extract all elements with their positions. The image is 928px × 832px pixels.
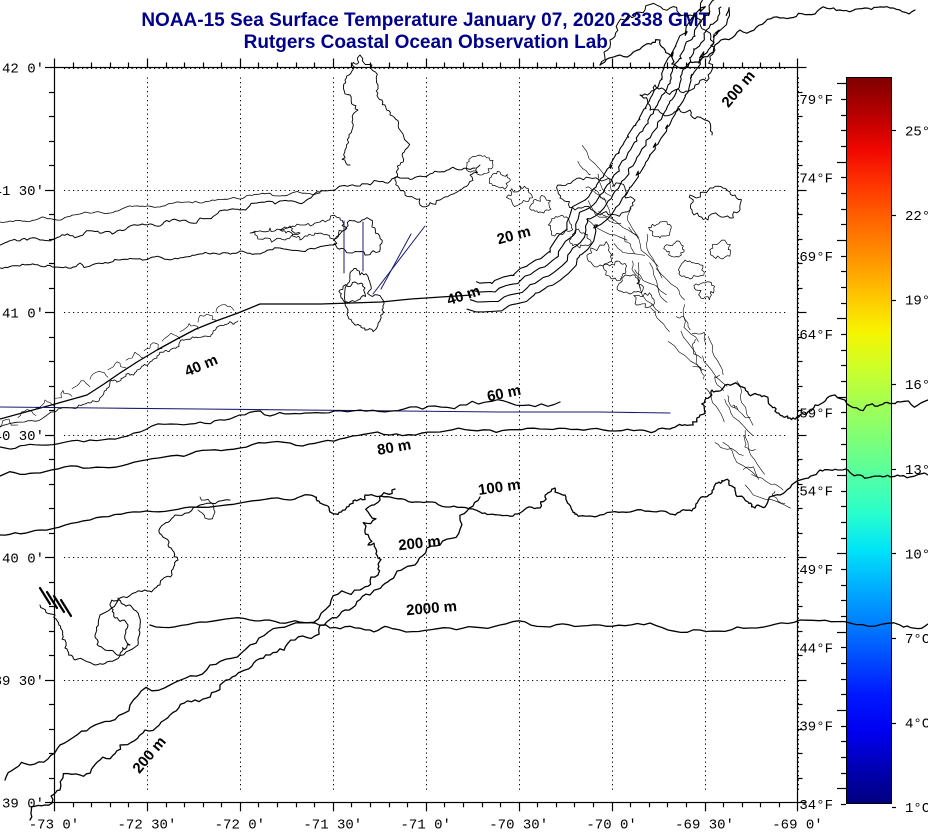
svg-text:42 0': 42 0' <box>2 62 44 78</box>
svg-text:16°C: 16°C <box>905 378 928 394</box>
svg-text:34°F: 34°F <box>799 798 833 814</box>
svg-text:59°F: 59°F <box>799 406 833 422</box>
svg-text:-69 30': -69 30' <box>675 817 734 832</box>
svg-text:60 m: 60 m <box>486 382 523 406</box>
svg-text:41 0': 41 0' <box>2 306 44 322</box>
svg-text:10°C: 10°C <box>905 547 928 563</box>
svg-text:40 30': 40 30' <box>0 429 44 445</box>
svg-text:64°F: 64°F <box>799 328 833 344</box>
svg-text:-72 0': -72 0' <box>215 817 265 832</box>
svg-text:-72 30': -72 30' <box>118 817 177 832</box>
svg-text:39 30': 39 30' <box>0 674 44 690</box>
svg-text:41 30': 41 30' <box>0 184 44 200</box>
svg-text:-70 0': -70 0' <box>586 817 636 832</box>
svg-text:22°C: 22°C <box>905 209 928 225</box>
svg-text:40 0': 40 0' <box>2 551 44 567</box>
svg-text:25°C: 25°C <box>905 124 928 140</box>
svg-text:-71 0': -71 0' <box>401 817 451 832</box>
svg-text:1°C: 1°C <box>905 801 928 817</box>
svg-text:100 m: 100 m <box>477 476 521 499</box>
svg-text:-71 30': -71 30' <box>303 817 362 832</box>
svg-text:39 0': 39 0' <box>2 796 44 812</box>
svg-text:79°F: 79°F <box>799 93 833 109</box>
svg-text:200 m: 200 m <box>397 533 441 554</box>
svg-text:49°F: 49°F <box>799 563 833 579</box>
svg-text:74°F: 74°F <box>799 171 833 187</box>
svg-text:54°F: 54°F <box>799 485 833 501</box>
svg-text:200 m: 200 m <box>718 67 758 111</box>
svg-text:4°C: 4°C <box>905 717 928 733</box>
svg-text:2000 m: 2000 m <box>406 598 458 619</box>
svg-text:39°F: 39°F <box>799 720 833 736</box>
svg-text:13°C: 13°C <box>905 463 928 479</box>
svg-text:69°F: 69°F <box>799 250 833 266</box>
svg-text:-69 0': -69 0' <box>772 817 822 832</box>
svg-text:20 m: 20 m <box>495 223 532 248</box>
svg-text:-70 30': -70 30' <box>489 817 548 832</box>
svg-text:-73 0': -73 0' <box>29 817 79 832</box>
svg-text:40 m: 40 m <box>445 282 483 309</box>
svg-text:44°F: 44°F <box>799 641 833 657</box>
svg-text:19°C: 19°C <box>905 294 928 310</box>
svg-text:40 m: 40 m <box>182 351 220 380</box>
svg-text:80 m: 80 m <box>376 436 413 459</box>
svg-text:7°C: 7°C <box>905 632 928 648</box>
